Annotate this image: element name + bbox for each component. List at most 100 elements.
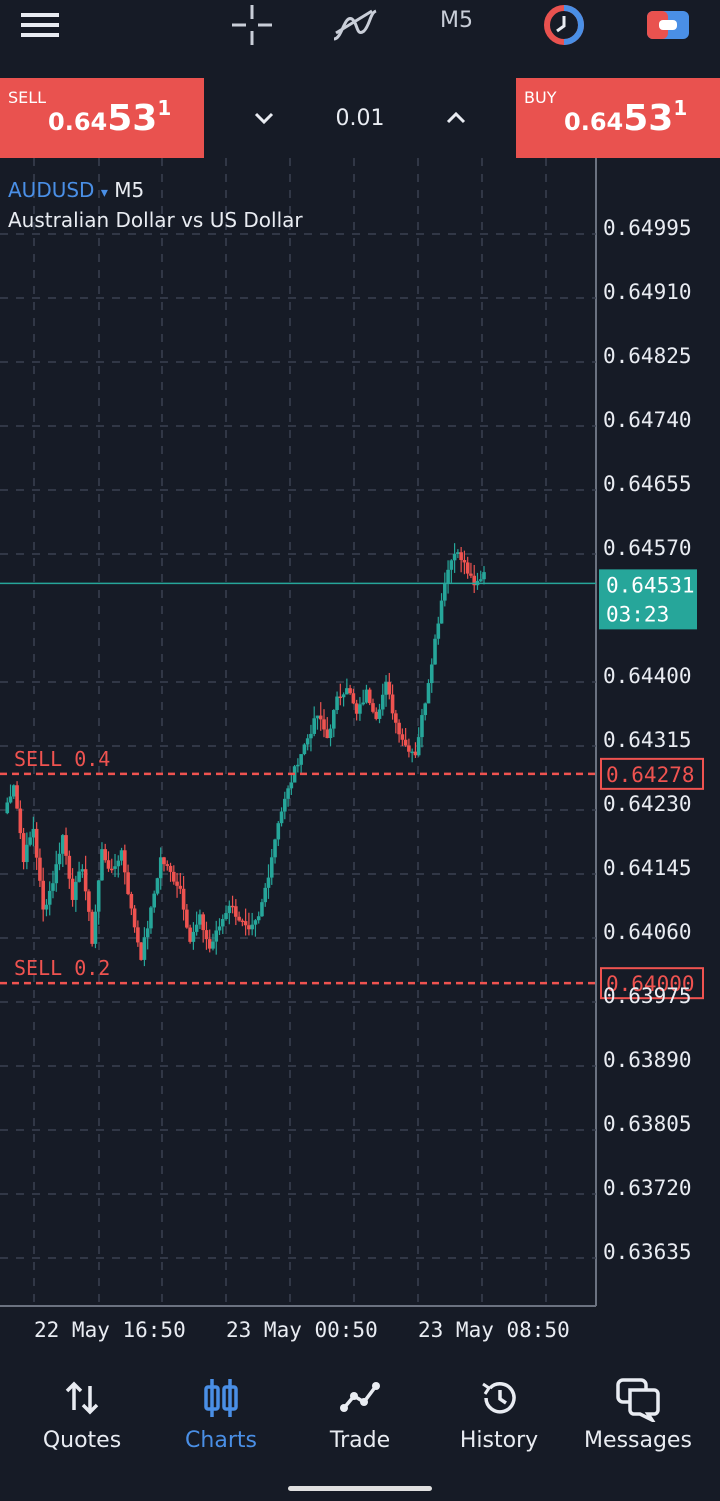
candle-body (74, 881, 78, 900)
candle-body (256, 916, 261, 921)
buy-price-big: 53 (623, 98, 674, 139)
candle-body (286, 788, 290, 799)
order-price-badge (600, 757, 704, 790)
one-click-trading-icon[interactable] (542, 0, 586, 50)
price-tick-label: 0.64995 (603, 216, 692, 240)
price-tick-label: 0.64570 (603, 536, 692, 560)
candle-body (204, 930, 209, 940)
candle-body (459, 552, 463, 561)
candle-body (309, 733, 313, 739)
sell-price-big: 53 (107, 98, 158, 139)
symbol-description: Australian Dollar vs US Dollar (8, 208, 303, 232)
candle-body (44, 904, 49, 910)
candle-body (8, 796, 13, 803)
candle-body (345, 688, 349, 695)
nav-charts[interactable]: Charts (149, 1362, 293, 1470)
buy-label: BUY (524, 88, 557, 107)
toggle-icon[interactable] (646, 0, 690, 50)
order-line-label: SELL 0.2 (14, 956, 110, 980)
home-indicator[interactable] (288, 1486, 432, 1491)
candle-body (358, 704, 362, 714)
current-price-badge (599, 569, 697, 630)
candle-body (299, 754, 303, 765)
crosshair-icon[interactable] (228, 0, 276, 50)
candle-body (273, 839, 277, 858)
candle-body (18, 808, 23, 834)
candle-body (283, 798, 287, 812)
menu-icon[interactable] (18, 0, 62, 50)
candle-body (11, 785, 16, 797)
price-chart[interactable]: 0.64531 03:23 SELL 0.4 0.64278 SELL 0.2 0.640… (0, 158, 720, 1358)
candle-body (416, 737, 421, 756)
candle-body (106, 860, 111, 869)
candle-body (462, 560, 467, 563)
candle-body (162, 857, 166, 865)
nav-label: History (459, 1428, 539, 1453)
candle-body (191, 931, 196, 942)
candle-body (335, 696, 339, 711)
chevron-down-icon[interactable] (244, 100, 284, 136)
nav-label: Trade (329, 1428, 391, 1453)
candle-body (123, 850, 127, 873)
candle-body (47, 890, 52, 905)
candle-body (328, 728, 333, 739)
candle-body (234, 906, 238, 917)
candle-body (266, 877, 271, 888)
buy-price: 0.64531 (564, 96, 688, 139)
candle-body (21, 833, 26, 863)
nav-label: Messages (584, 1428, 692, 1453)
dropdown-icon: ▾ (100, 185, 108, 201)
trade-line-icon (288, 1376, 432, 1420)
nav-trade[interactable]: Trade (288, 1362, 432, 1470)
volume-selector: 0.01 (204, 78, 516, 158)
candle-body (305, 738, 310, 745)
candle-body (367, 689, 372, 704)
volume-value[interactable]: 0.01 (335, 106, 385, 131)
messages-bubble-icon (566, 1376, 710, 1422)
nav-history[interactable]: History (427, 1362, 571, 1470)
candle-body (410, 751, 414, 754)
nav-messages[interactable]: Messages (566, 1362, 710, 1470)
candle-body (31, 828, 36, 838)
candle-body (341, 694, 346, 698)
nav-quotes[interactable]: Quotes (10, 1362, 154, 1470)
price-tick-label: 0.63975 (603, 984, 692, 1008)
candle-body (70, 878, 75, 900)
symbol-selector[interactable]: AUDUSD ▾ M5 (8, 178, 144, 202)
candle-body (230, 905, 235, 908)
price-tick-label: 0.63635 (603, 1240, 692, 1264)
candle-body (227, 905, 232, 914)
indicators-icon[interactable] (330, 0, 380, 50)
price-tick-label: 0.63720 (603, 1176, 692, 1200)
candle-body (243, 921, 248, 926)
price-tick-label: 0.64060 (603, 920, 692, 944)
candle-body (178, 885, 183, 889)
timeframe-button[interactable]: M5 (440, 8, 473, 33)
candle-body (315, 715, 320, 719)
candle-body (397, 722, 401, 735)
candle-body (38, 857, 42, 881)
buy-price-small: 0.64 (564, 108, 624, 136)
candle-body (433, 638, 437, 665)
candle-body (449, 560, 454, 570)
candle-body (269, 857, 274, 878)
time-axis: 22 May 16:50 23 May 00:50 23 May 08:50 (34, 1318, 570, 1342)
candle-body (371, 703, 375, 712)
candle-body (403, 739, 408, 746)
chevron-up-icon[interactable] (436, 100, 476, 136)
candle-body (15, 785, 19, 809)
buy-button[interactable]: BUY 0.64531 (516, 78, 720, 158)
candle-body (338, 696, 343, 699)
trade-panel: SELL 0.64531 0.01 BUY 0.64531 (0, 78, 720, 158)
candle-body (482, 572, 486, 580)
sell-button[interactable]: SELL 0.64531 (0, 78, 204, 158)
buy-price-sup: 1 (673, 96, 688, 120)
candle-body (472, 575, 477, 586)
candle-body (64, 835, 68, 856)
candle-body (348, 688, 352, 694)
candle-body (436, 623, 441, 639)
candle-body (263, 887, 268, 903)
candle-body (377, 709, 382, 719)
symbol-timeframe: M5 (114, 178, 145, 202)
candle-body (83, 869, 88, 892)
